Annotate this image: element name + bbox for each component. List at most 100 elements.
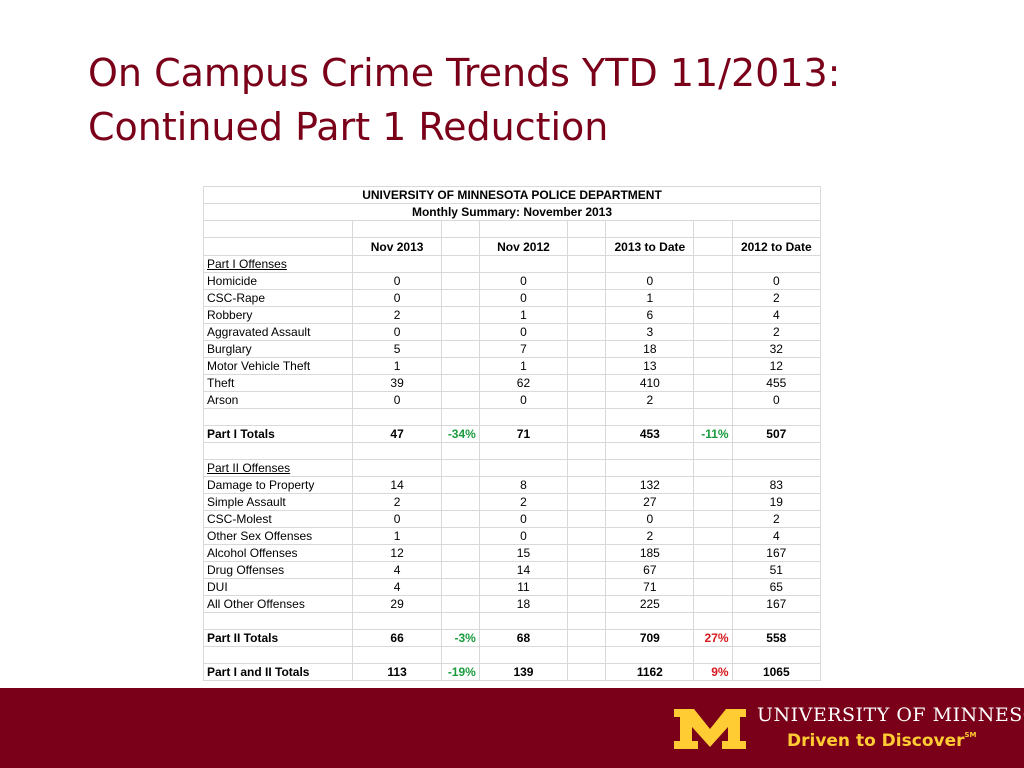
value-2012-to-date: 2 xyxy=(731,323,822,341)
total-nov-2013: 66 xyxy=(352,629,442,647)
pct-change-month: -3% xyxy=(440,629,480,647)
university-name: UNIVERSITY OF MINNESOTA xyxy=(757,704,1024,726)
service-mark: SM xyxy=(964,731,977,739)
table-row: Burglary 5 7 18 32 xyxy=(202,340,822,358)
value-nov-2013: 12 xyxy=(352,544,442,562)
offense-label: Theft xyxy=(202,374,354,392)
table-row: DUI 4 11 71 65 xyxy=(202,578,822,596)
total-nov-2013: 47 xyxy=(352,425,442,443)
table-subheader-row: Monthly Summary: November 2013 xyxy=(203,203,821,221)
value-2012-to-date: 19 xyxy=(731,493,822,511)
offense-label: Damage to Property xyxy=(202,476,354,494)
totals-label: Part I Totals xyxy=(202,425,354,443)
table-body: UNIVERSITY OF MINNESOTA POLICE DEPARTMEN… xyxy=(202,186,822,681)
tagline-text: Driven to Discover xyxy=(787,731,965,751)
value-2012-to-date: 2 xyxy=(731,289,822,307)
value-2013-to-date: 225 xyxy=(605,595,695,613)
table-row: Alcohol Offenses 12 15 185 167 xyxy=(202,544,822,562)
value-nov-2012: 0 xyxy=(478,527,569,545)
value-nov-2012: 62 xyxy=(478,374,569,392)
value-2012-to-date: 83 xyxy=(731,476,822,494)
value-nov-2013: 14 xyxy=(352,476,442,494)
value-nov-2012: 2 xyxy=(478,493,569,511)
value-2013-to-date: 2 xyxy=(605,527,695,545)
value-2013-to-date: 13 xyxy=(605,357,695,375)
value-2013-to-date: 1 xyxy=(605,289,695,307)
value-nov-2012: 1 xyxy=(478,357,569,375)
total-2013-to-date: 1162 xyxy=(605,663,695,681)
table-spacer-row xyxy=(202,220,822,238)
table-row: Simple Assault 2 2 27 19 xyxy=(202,493,822,511)
value-nov-2013: 2 xyxy=(352,306,442,324)
value-2012-to-date: 167 xyxy=(731,595,822,613)
slide-title-line-2: Continued Part 1 Reduction xyxy=(88,105,609,149)
value-nov-2012: 0 xyxy=(478,323,569,341)
offense-label: DUI xyxy=(202,578,354,596)
section-part-2-header: Part II Offenses xyxy=(202,459,822,477)
section-part-1-header: Part I Offenses xyxy=(202,255,822,273)
table-row: CSC-Molest 0 0 0 2 xyxy=(202,510,822,528)
value-nov-2012: 0 xyxy=(478,510,569,528)
total-2012-to-date: 507 xyxy=(731,425,822,443)
value-2012-to-date: 4 xyxy=(731,306,822,324)
total-nov-2012: 139 xyxy=(478,663,569,681)
pct-change-ytd: -11% xyxy=(693,425,733,443)
table-row: Aggravated Assault 0 0 3 2 xyxy=(202,323,822,341)
total-2012-to-date: 1065 xyxy=(731,663,822,681)
table-header-summary: Monthly Summary: November 2013 xyxy=(203,203,821,221)
value-2012-to-date: 4 xyxy=(731,527,822,545)
table-spacer-row xyxy=(202,442,822,460)
value-nov-2013: 2 xyxy=(352,493,442,511)
part-2-totals-row: Part II Totals 66 -3% 68 709 27% 558 xyxy=(202,629,822,647)
value-2013-to-date: 410 xyxy=(605,374,695,392)
value-nov-2013: 39 xyxy=(352,374,442,392)
offense-label: Motor Vehicle Theft xyxy=(202,357,354,375)
table-row: All Other Offenses 29 18 225 167 xyxy=(202,595,822,613)
value-nov-2013: 0 xyxy=(352,391,442,409)
value-2013-to-date: 2 xyxy=(605,391,695,409)
value-nov-2013: 1 xyxy=(352,357,442,375)
value-nov-2013: 0 xyxy=(352,272,442,290)
table-row: Other Sex Offenses 1 0 2 4 xyxy=(202,527,822,545)
value-nov-2012: 0 xyxy=(478,272,569,290)
section-label: Part I Offenses xyxy=(202,255,354,273)
offense-label: CSC-Molest xyxy=(202,510,354,528)
value-nov-2012: 0 xyxy=(478,289,569,307)
value-nov-2012: 8 xyxy=(478,476,569,494)
totals-label: Part I and II Totals xyxy=(202,663,354,681)
value-2012-to-date: 32 xyxy=(731,340,822,358)
slide-title-line-1: On Campus Crime Trends YTD 11/2013: xyxy=(88,51,841,95)
column-header-2013-to-date: 2013 to Date xyxy=(605,237,695,256)
part-1-totals-row: Part I Totals 47 -34% 71 453 -11% 507 xyxy=(202,425,822,443)
total-2013-to-date: 453 xyxy=(605,425,695,443)
total-2013-to-date: 709 xyxy=(605,629,695,647)
value-2013-to-date: 132 xyxy=(605,476,695,494)
pct-change-month: -34% xyxy=(440,425,480,443)
table-row: CSC-Rape 0 0 1 2 xyxy=(202,289,822,307)
table-spacer-row xyxy=(202,612,822,630)
offense-label: Alcohol Offenses xyxy=(202,544,354,562)
crime-summary-table-container: UNIVERSITY OF MINNESOTA POLICE DEPARTMEN… xyxy=(202,186,822,681)
value-nov-2012: 0 xyxy=(478,391,569,409)
pct-change-month: -19% xyxy=(440,663,480,681)
value-2013-to-date: 6 xyxy=(605,306,695,324)
table-row: Robbery 2 1 6 4 xyxy=(202,306,822,324)
value-2013-to-date: 3 xyxy=(605,323,695,341)
table-spacer-row xyxy=(202,646,822,664)
table-row: Damage to Property 14 8 132 83 xyxy=(202,476,822,494)
value-nov-2013: 1 xyxy=(352,527,442,545)
column-header-nov-2012: Nov 2012 xyxy=(478,237,569,256)
value-nov-2013: 4 xyxy=(352,561,442,579)
grand-totals-row: Part I and II Totals 113 -19% 139 1162 9% 1065 xyxy=(202,663,822,681)
table-row: Homicide 0 0 0 0 xyxy=(202,272,822,290)
value-2012-to-date: 455 xyxy=(731,374,822,392)
value-nov-2012: 11 xyxy=(478,578,569,596)
table-row: Theft 39 62 410 455 xyxy=(202,374,822,392)
value-2013-to-date: 71 xyxy=(605,578,695,596)
table-spacer-row xyxy=(202,408,822,426)
value-nov-2013: 0 xyxy=(352,510,442,528)
offense-label: Simple Assault xyxy=(202,493,354,511)
offense-label: Arson xyxy=(202,391,354,409)
offense-label: Aggravated Assault xyxy=(202,323,354,341)
value-nov-2013: 29 xyxy=(352,595,442,613)
